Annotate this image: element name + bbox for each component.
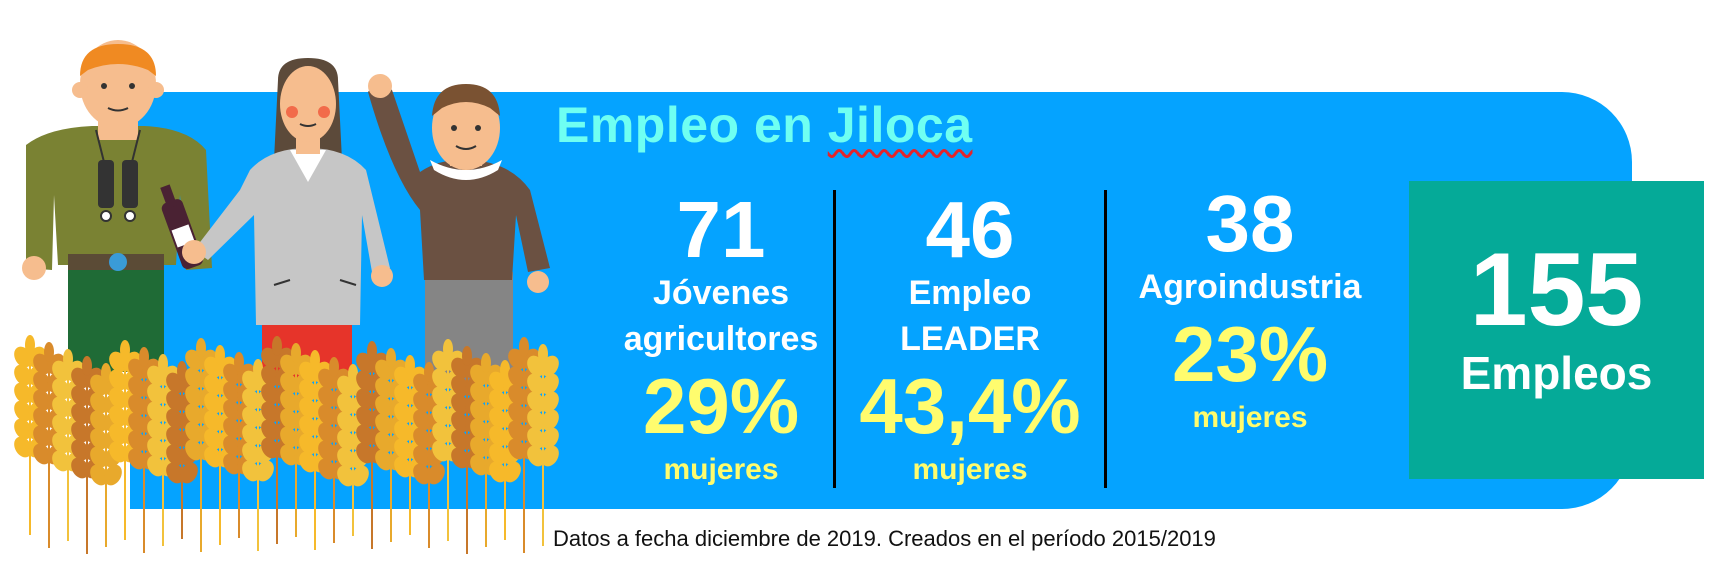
- stat-jovenes-agricultores: 71 Jóvenes agricultores 29% mujeres: [606, 190, 836, 490]
- total-label: Empleos: [1460, 347, 1653, 399]
- wheat-stalk: [413, 362, 445, 548]
- total-number: 155: [1469, 232, 1644, 348]
- stat-percent-label: mujeres: [1192, 401, 1308, 434]
- stat-label-line2: agricultores: [623, 320, 819, 358]
- stat-percent: 29%: [642, 362, 800, 450]
- man-waving-figure: [368, 74, 550, 382]
- stat-percent: 23%: [1171, 310, 1329, 398]
- stat-percent-label: mujeres: [912, 453, 1028, 486]
- footnote: Datos a fecha diciembre de 2019. Creados…: [553, 526, 1216, 551]
- stat-label-line1: Agroindustria: [1138, 268, 1362, 306]
- stat-number: 71: [676, 185, 766, 274]
- total-employment-box: 155 Empleos: [1409, 181, 1704, 479]
- stat-empleo-leader: 46 Empleo LEADER 43,4% mujeres: [845, 190, 1095, 490]
- stat-label-line1: Empleo: [908, 274, 1032, 312]
- stat-percent: 43,4%: [859, 362, 1081, 450]
- column-divider: [833, 190, 836, 488]
- farmers-illustration: [14, 40, 559, 554]
- stat-agroindustria: 38 Agroindustria 23% mujeres: [1120, 184, 1380, 438]
- stat-number: 46: [925, 185, 1015, 274]
- title-place: Jiloca: [827, 97, 973, 153]
- stat-number: 38: [1205, 179, 1295, 268]
- farmer-with-binoculars-figure: [22, 40, 212, 372]
- stat-label-line1: Jóvenes: [652, 274, 790, 312]
- stat-label-line2: LEADER: [900, 320, 1040, 358]
- wheat-field: [14, 335, 559, 554]
- column-divider: [1104, 190, 1107, 488]
- title-prefix: Empleo en: [556, 97, 814, 153]
- wheat-stalk: [489, 360, 521, 540]
- page-title: Empleo en Jiloca: [556, 96, 973, 154]
- wheat-stalk: [527, 344, 559, 546]
- wheat-stalk: [166, 361, 198, 539]
- stat-percent-label: mujeres: [663, 453, 779, 486]
